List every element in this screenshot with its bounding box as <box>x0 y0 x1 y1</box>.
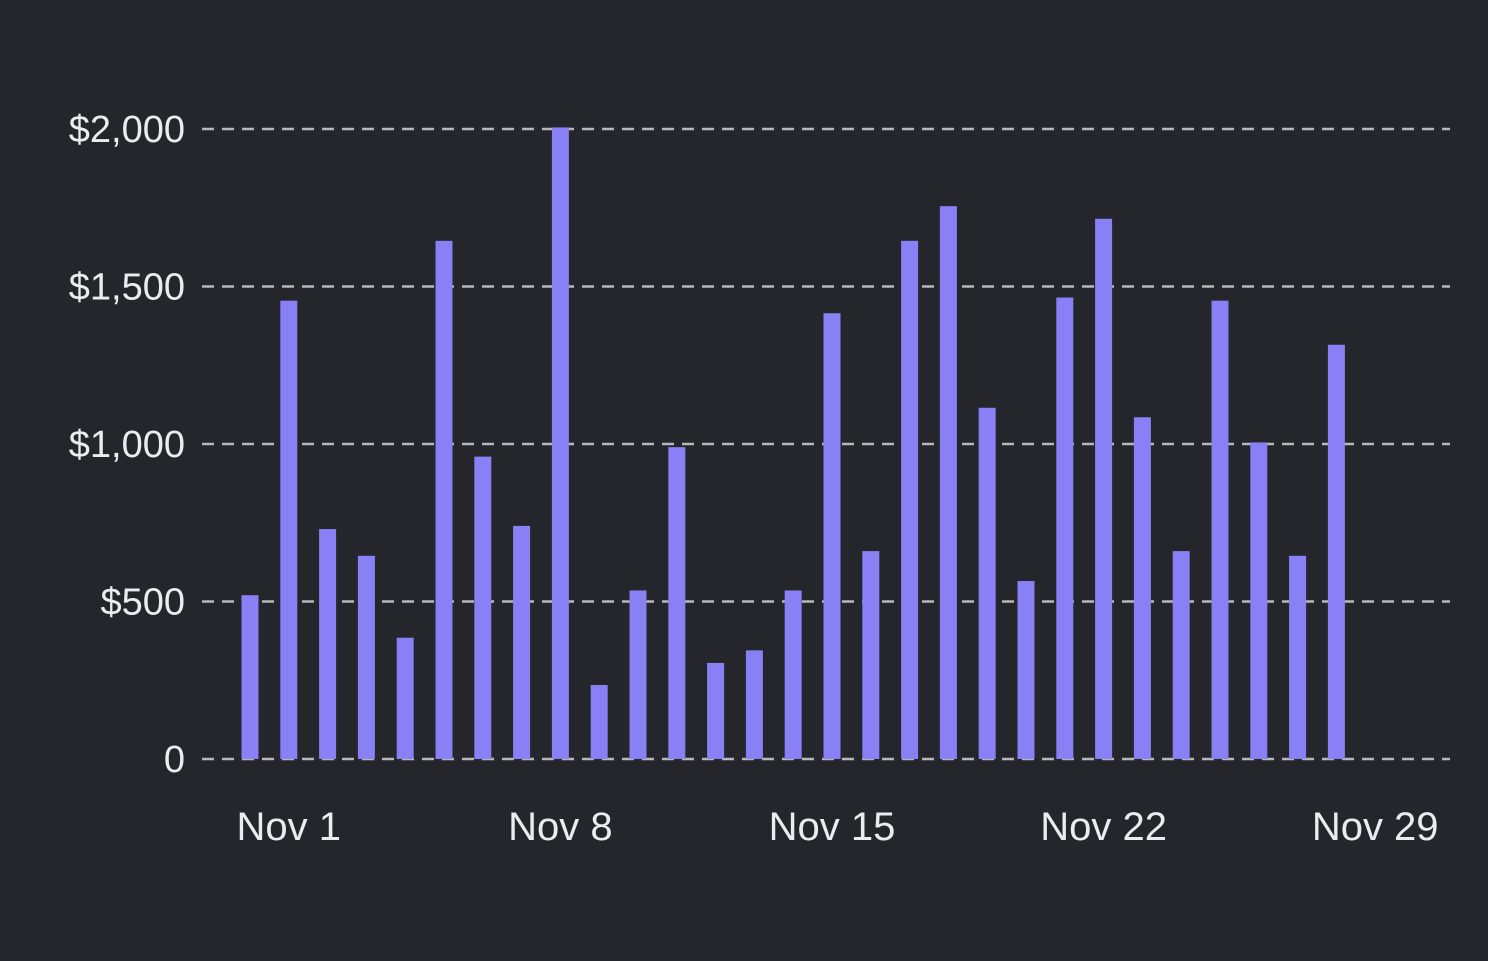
bar-nov-6 <box>474 456 492 759</box>
bar-nov-1 <box>280 300 298 759</box>
bar-nov-2 <box>319 529 337 759</box>
bar-nov-22 <box>1095 218 1113 759</box>
bar-oct-31 <box>241 595 259 759</box>
bar-nov-17 <box>901 240 919 759</box>
bar-nov-7 <box>513 525 531 759</box>
bar-nov-12 <box>707 662 725 759</box>
bar-nov-18 <box>939 206 957 760</box>
bar-nov-11 <box>668 447 686 759</box>
bar-nov-25 <box>1211 300 1229 759</box>
bar-nov-5 <box>435 240 453 759</box>
bar-nov-26 <box>1250 442 1268 759</box>
x-tick-label: Nov 15 <box>769 805 896 849</box>
x-axis-ticks: Nov 1 Nov 8 Nov 15 Nov 22 Nov 29 <box>237 805 1439 849</box>
x-tick-label: Nov 29 <box>1312 805 1439 849</box>
bar-nov-23 <box>1133 417 1151 759</box>
y-tick-label: $500 <box>100 582 185 624</box>
bar-nov-19 <box>978 407 996 759</box>
y-tick-label: $1,000 <box>69 424 185 466</box>
bar-nov-28 <box>1327 344 1345 759</box>
bars <box>241 127 1345 760</box>
y-tick-label: $2,000 <box>69 109 185 151</box>
x-tick-label: Nov 22 <box>1040 805 1167 849</box>
bar-nov-3 <box>357 555 375 759</box>
bar-nov-27 <box>1289 555 1307 759</box>
bar-nov-16 <box>862 551 880 759</box>
x-tick-label: Nov 8 <box>508 805 613 849</box>
bar-nov-9 <box>590 684 608 759</box>
y-tick-label: $1,500 <box>69 267 185 309</box>
x-tick-label: Nov 1 <box>237 805 342 849</box>
bar-nov-4 <box>396 637 414 759</box>
bar-nov-13 <box>745 650 763 759</box>
bar-nov-24 <box>1172 551 1190 759</box>
bar-nov-15 <box>823 313 841 759</box>
bar-nov-10 <box>629 590 647 759</box>
y-tick-label: 0 <box>164 739 185 781</box>
bar-nov-8 <box>551 127 569 760</box>
y-axis-ticks: 0 $500 $1,000 $1,500 $2,000 <box>69 109 185 781</box>
bar-nov-20 <box>1017 581 1035 759</box>
bar-nov-14 <box>784 590 802 759</box>
bar-nov-21 <box>1056 297 1074 759</box>
